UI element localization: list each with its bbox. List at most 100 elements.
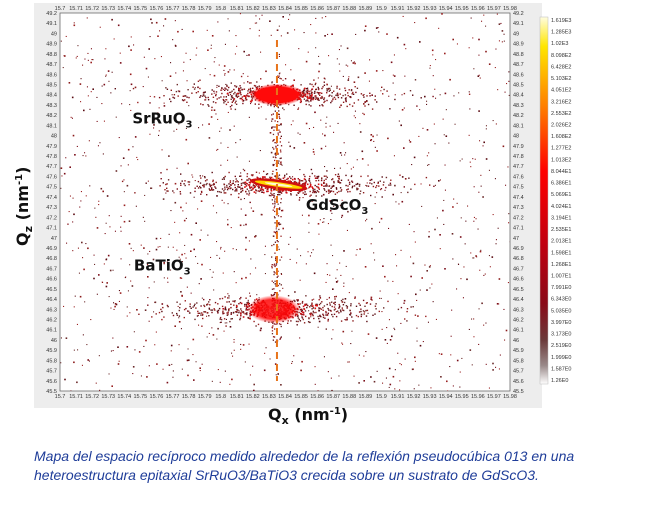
intensity-point: [129, 104, 131, 106]
intensity-point: [186, 359, 189, 362]
intensity-point: [250, 90, 252, 92]
intensity-point: [331, 92, 333, 94]
intensity-point: [234, 108, 237, 111]
intensity-point: [275, 175, 277, 177]
intensity-point: [284, 179, 286, 182]
intensity-point: [111, 71, 113, 73]
intensity-point: [252, 87, 254, 89]
intensity-point: [179, 307, 181, 309]
intensity-point: [483, 141, 485, 144]
intensity-point: [317, 98, 319, 101]
intensity-point: [102, 153, 104, 155]
intensity-point: [317, 97, 319, 99]
intensity-point: [302, 311, 305, 314]
intensity-point: [239, 301, 242, 304]
intensity-point: [414, 183, 416, 186]
intensity-point: [248, 95, 250, 98]
intensity-point: [271, 288, 274, 290]
intensity-point: [199, 239, 201, 241]
y-tick-right-13: 47.9: [513, 144, 524, 150]
intensity-point: [335, 311, 338, 313]
intensity-point: [333, 180, 335, 183]
intensity-point: [82, 257, 84, 259]
intensity-point: [216, 241, 218, 243]
intensity-point: [229, 180, 232, 182]
intensity-point: [224, 188, 226, 190]
intensity-point: [309, 255, 311, 257]
intensity-point: [134, 136, 137, 138]
intensity-point: [495, 123, 497, 125]
intensity-point: [327, 320, 329, 322]
intensity-point: [200, 229, 202, 231]
intensity-point: [94, 263, 96, 265]
intensity-point: [165, 192, 167, 194]
intensity-point: [325, 185, 327, 187]
intensity-point: [323, 77, 326, 79]
intensity-point: [488, 63, 491, 65]
intensity-point: [289, 180, 291, 182]
intensity-point: [192, 30, 194, 33]
intensity-point: [445, 135, 448, 137]
intensity-point: [224, 370, 226, 372]
intensity-point: [252, 365, 254, 367]
intensity-point: [318, 188, 320, 190]
intensity-point: [263, 176, 265, 178]
intensity-point: [282, 189, 285, 192]
intensity-point: [294, 181, 297, 184]
intensity-point: [376, 150, 378, 152]
x-tick-bottom-14: 15.84: [278, 394, 292, 400]
intensity-point: [273, 323, 275, 325]
intensity-point: [179, 193, 182, 195]
intensity-point: [197, 312, 199, 314]
intensity-point: [247, 95, 249, 97]
intensity-point: [308, 186, 311, 188]
intensity-point: [232, 100, 234, 102]
intensity-point: [217, 148, 219, 150]
x-tick-top-4: 15.74: [117, 6, 131, 12]
intensity-point: [258, 85, 260, 87]
intensity-point: [323, 188, 325, 190]
intensity-point: [370, 298, 372, 300]
intensity-point: [327, 223, 329, 225]
intensity-point: [375, 27, 378, 29]
intensity-point: [322, 306, 324, 309]
intensity-point: [280, 157, 282, 159]
intensity-point: [218, 64, 220, 66]
intensity-point: [312, 307, 315, 309]
intensity-point: [216, 149, 218, 151]
intensity-point: [248, 240, 250, 242]
intensity-point: [296, 248, 298, 250]
intensity-point: [325, 16, 327, 18]
intensity-point: [345, 174, 347, 177]
intensity-point: [259, 329, 262, 332]
intensity-point: [206, 303, 209, 305]
intensity-point: [330, 310, 332, 312]
intensity-point: [329, 304, 331, 306]
intensity-point: [249, 292, 251, 294]
intensity-point: [217, 311, 219, 313]
intensity-point: [348, 76, 350, 78]
intensity-point: [144, 194, 146, 196]
intensity-point: [240, 310, 243, 312]
intensity-point: [196, 47, 198, 49]
x-tick-top-11: 15.81: [230, 6, 244, 12]
intensity-point: [231, 104, 233, 107]
intensity-point: [232, 188, 234, 191]
intensity-point: [208, 315, 210, 317]
intensity-point: [414, 314, 417, 316]
intensity-point: [246, 306, 249, 308]
intensity-point: [77, 349, 79, 351]
intensity-point: [384, 339, 387, 341]
intensity-point: [299, 306, 301, 309]
intensity-point: [240, 188, 242, 190]
intensity-point: [324, 100, 326, 102]
intensity-point: [272, 194, 274, 196]
intensity-point: [213, 182, 215, 185]
intensity-point: [271, 280, 273, 282]
intensity-point: [216, 86, 218, 88]
intensity-point: [297, 178, 299, 180]
intensity-point: [199, 175, 201, 177]
intensity-point: [300, 369, 302, 372]
intensity-point: [239, 317, 242, 319]
intensity-point: [405, 48, 407, 50]
